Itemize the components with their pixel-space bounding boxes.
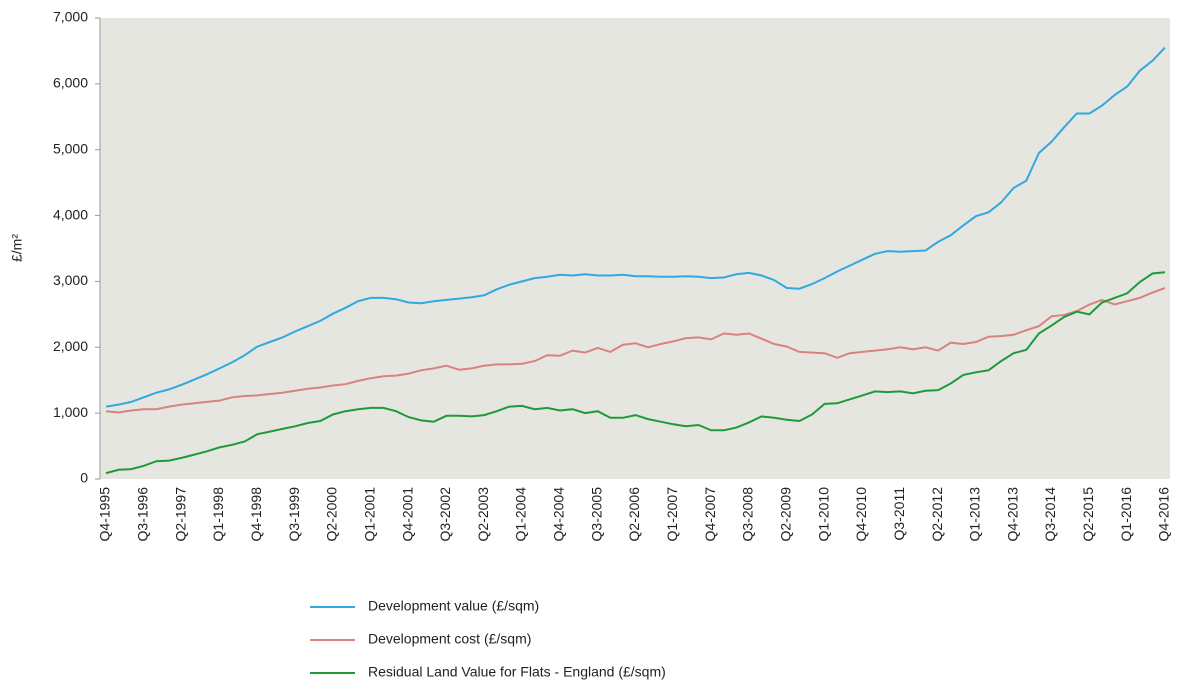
x-tick-label: Q1-2001 bbox=[361, 487, 377, 542]
x-tick-label: Q3-1996 bbox=[135, 487, 151, 542]
x-tick-label: Q2-2009 bbox=[777, 487, 793, 542]
plot-area bbox=[100, 18, 1170, 479]
x-tick-label: Q3-2011 bbox=[891, 487, 907, 541]
y-tick-label: 0 bbox=[80, 470, 88, 486]
series-line bbox=[105, 46, 1166, 408]
x-tick-label: Q2-2003 bbox=[475, 487, 491, 542]
x-tick-label: Q2-2015 bbox=[1080, 487, 1096, 542]
x-tick-label: Q1-2007 bbox=[664, 487, 680, 542]
y-tick-label: 5,000 bbox=[53, 140, 88, 156]
x-tick-label: Q1-2004 bbox=[513, 487, 529, 542]
x-tick-label: Q4-2007 bbox=[702, 487, 718, 542]
y-tick-label: 6,000 bbox=[53, 75, 88, 91]
y-tick-label: 2,000 bbox=[53, 338, 88, 354]
y-tick-label: 4,000 bbox=[53, 206, 88, 222]
legend-label: Residual Land Value for Flats - England … bbox=[368, 664, 666, 680]
x-tick-label: Q3-1999 bbox=[286, 487, 302, 542]
x-tick-label: Q4-2010 bbox=[853, 487, 869, 542]
y-axis-label: £/m² bbox=[9, 234, 25, 262]
y-tick-label: 7,000 bbox=[53, 9, 88, 25]
x-tick-label: Q1-2013 bbox=[967, 487, 983, 542]
x-tick-label: Q3-2002 bbox=[437, 487, 453, 542]
x-tick-label: Q2-1997 bbox=[172, 487, 188, 542]
x-tick-label: Q2-2006 bbox=[626, 487, 642, 542]
x-tick-label: Q4-2004 bbox=[551, 487, 567, 542]
x-tick-label: Q4-2016 bbox=[1156, 487, 1172, 542]
x-tick-label: Q4-2001 bbox=[399, 487, 415, 542]
x-tick-label: Q4-1995 bbox=[97, 487, 113, 542]
legend-label: Development cost (£/sqm) bbox=[368, 631, 531, 647]
x-tick-label: Q3-2008 bbox=[740, 487, 756, 542]
x-tick-label: Q1-2016 bbox=[1118, 487, 1134, 542]
x-tick-label: Q3-2005 bbox=[588, 487, 604, 542]
x-tick-label: Q1-2010 bbox=[815, 487, 831, 542]
y-tick-label: 3,000 bbox=[53, 272, 88, 288]
y-tick-label: 1,000 bbox=[53, 404, 88, 420]
legend-label: Development value (£/sqm) bbox=[368, 598, 539, 614]
x-tick-label: Q3-2014 bbox=[1042, 487, 1058, 542]
x-tick-label: Q1-1998 bbox=[210, 487, 226, 542]
x-tick-label: Q4-2013 bbox=[1004, 487, 1020, 542]
x-tick-label: Q2-2012 bbox=[929, 487, 945, 542]
x-tick-label: Q4-1998 bbox=[248, 487, 264, 542]
x-tick-label: Q2-2000 bbox=[324, 487, 340, 542]
series-line bbox=[105, 271, 1166, 475]
series-line bbox=[105, 287, 1166, 414]
